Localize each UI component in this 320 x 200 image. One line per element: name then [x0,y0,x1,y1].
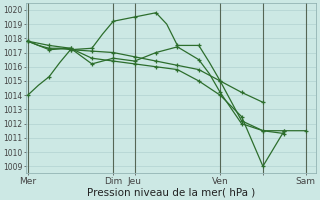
X-axis label: Pression niveau de la mer( hPa ): Pression niveau de la mer( hPa ) [87,187,255,197]
